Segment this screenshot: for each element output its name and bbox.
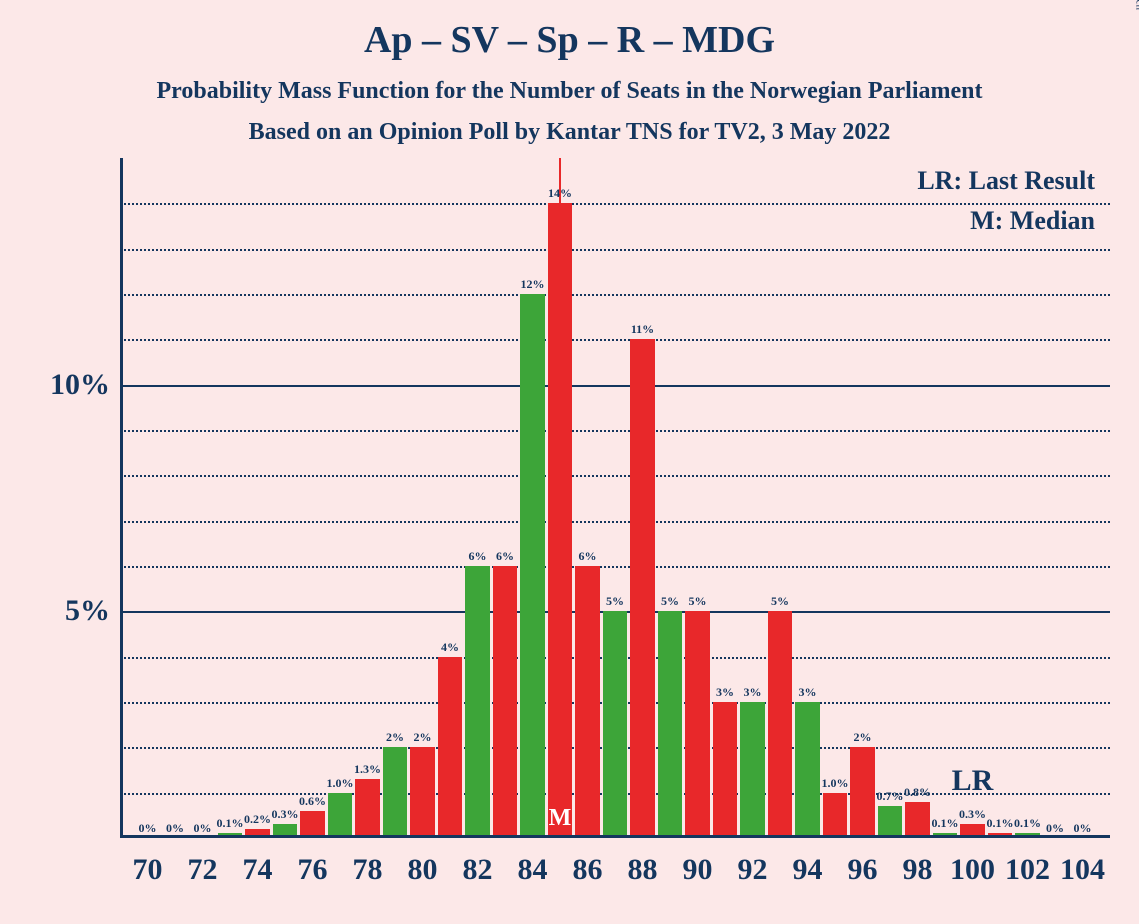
x-axis-tick-label: 86 bbox=[573, 853, 603, 887]
bar: 1.0% bbox=[328, 793, 352, 838]
bar: 4% bbox=[438, 657, 462, 838]
bar-value-label: 14% bbox=[548, 186, 572, 203]
bar-value-label: 0.3% bbox=[959, 807, 986, 824]
bar-value-label: 0.2% bbox=[244, 812, 271, 829]
bar: 14% bbox=[548, 203, 572, 838]
x-axis-tick-label: 90 bbox=[683, 853, 713, 887]
gridline-minor bbox=[120, 203, 1110, 205]
bar: 3% bbox=[795, 702, 819, 838]
bar-value-label: 2% bbox=[853, 730, 871, 747]
bar-value-label: 4% bbox=[441, 640, 459, 657]
x-axis-tick-label: 72 bbox=[188, 853, 218, 887]
bar: 1.3% bbox=[355, 779, 379, 838]
x-axis-tick-label: 84 bbox=[518, 853, 548, 887]
x-axis-tick-label: 88 bbox=[628, 853, 658, 887]
bar: 2% bbox=[410, 747, 434, 838]
x-axis-tick-label: 98 bbox=[903, 853, 933, 887]
legend-last-result: LR: Last Result bbox=[917, 166, 1095, 196]
x-axis-tick-label: 102 bbox=[1005, 853, 1050, 887]
bar: 5% bbox=[658, 611, 682, 838]
bar-value-label: 1.0% bbox=[326, 776, 353, 793]
bar-value-label: 0.1% bbox=[216, 816, 243, 833]
bar-value-label: 5% bbox=[606, 594, 624, 611]
chart-title: Ap – SV – Sp – R – MDG bbox=[0, 0, 1139, 62]
bar-value-label: 3% bbox=[798, 685, 816, 702]
x-axis-line bbox=[120, 835, 1110, 838]
x-axis-tick-label: 70 bbox=[133, 853, 163, 887]
bar-value-label: 0.3% bbox=[271, 807, 298, 824]
bar-value-label: 0.1% bbox=[931, 816, 958, 833]
y-axis-tick-label: 10% bbox=[50, 368, 110, 402]
bar: 2% bbox=[850, 747, 874, 838]
bar-value-label: 2% bbox=[386, 730, 404, 747]
bar: 3% bbox=[740, 702, 764, 838]
median-label: M bbox=[549, 805, 572, 832]
chart-subtitle-1: Probability Mass Function for the Number… bbox=[0, 62, 1139, 105]
bar-value-label: 0.1% bbox=[1014, 816, 1041, 833]
gridline-minor bbox=[120, 294, 1110, 296]
bar-value-label: 5% bbox=[688, 594, 706, 611]
bar-value-label: 3% bbox=[716, 685, 734, 702]
bar: 5% bbox=[603, 611, 627, 838]
bar-value-label: 11% bbox=[631, 322, 654, 339]
bar-value-label: 5% bbox=[771, 594, 789, 611]
gridline-minor bbox=[120, 475, 1110, 477]
x-axis-tick-label: 82 bbox=[463, 853, 493, 887]
x-axis-tick-label: 96 bbox=[848, 853, 878, 887]
gridline-major bbox=[120, 385, 1110, 387]
x-axis-tick-label: 76 bbox=[298, 853, 328, 887]
bar-value-label: 0.7% bbox=[876, 789, 903, 806]
x-axis-tick-label: 94 bbox=[793, 853, 823, 887]
bar: 1.0% bbox=[823, 793, 847, 838]
bar-value-label: 0.6% bbox=[299, 794, 326, 811]
bar-value-label: 3% bbox=[743, 685, 761, 702]
bar: 0.6% bbox=[300, 811, 324, 838]
gridline-minor bbox=[120, 521, 1110, 523]
x-axis-tick-label: 100 bbox=[950, 853, 995, 887]
bar: 11% bbox=[630, 339, 654, 838]
bar-value-label: 1.3% bbox=[354, 762, 381, 779]
gridline-minor bbox=[120, 566, 1110, 568]
bar: 6% bbox=[465, 566, 489, 838]
chart-subtitle-2: Based on an Opinion Poll by Kantar TNS f… bbox=[0, 105, 1139, 146]
x-axis-tick-label: 78 bbox=[353, 853, 383, 887]
y-axis-line bbox=[120, 158, 123, 838]
x-axis-tick-label: 80 bbox=[408, 853, 438, 887]
x-axis-tick-label: 104 bbox=[1060, 853, 1105, 887]
bar: 12% bbox=[520, 294, 544, 838]
bar: 0.8% bbox=[905, 802, 929, 838]
x-axis-tick-label: 92 bbox=[738, 853, 768, 887]
bar: 5% bbox=[685, 611, 709, 838]
bar: 6% bbox=[575, 566, 599, 838]
gridline-minor bbox=[120, 339, 1110, 341]
bar-value-label: 0.8% bbox=[904, 785, 931, 802]
gridline-minor bbox=[120, 249, 1110, 251]
legend-median: M: Median bbox=[970, 206, 1095, 236]
chart-plot-area: 5%10%0%0%0%0.1%0.2%0.3%0.6%1.0%1.3%2%2%4… bbox=[120, 158, 1110, 838]
gridline-minor bbox=[120, 430, 1110, 432]
bar: 0.7% bbox=[878, 806, 902, 838]
bar-value-label: 5% bbox=[661, 594, 679, 611]
x-axis-tick-label: 74 bbox=[243, 853, 273, 887]
bar-value-label: 12% bbox=[520, 277, 544, 294]
bar-value-label: 1.0% bbox=[821, 776, 848, 793]
bar-value-label: 6% bbox=[496, 549, 514, 566]
bar: 5% bbox=[768, 611, 792, 838]
copyright-text: © 2025 Filip van Laenen bbox=[1133, 0, 1139, 10]
bar: 6% bbox=[493, 566, 517, 838]
bar-value-label: 0.1% bbox=[986, 816, 1013, 833]
bar-value-label: 6% bbox=[578, 549, 596, 566]
bar: 3% bbox=[713, 702, 737, 838]
bar-value-label: 6% bbox=[468, 549, 486, 566]
last-result-marker: LR bbox=[952, 764, 994, 798]
bar-value-label: 2% bbox=[413, 730, 431, 747]
bar: 2% bbox=[383, 747, 407, 838]
y-axis-tick-label: 5% bbox=[65, 594, 110, 628]
